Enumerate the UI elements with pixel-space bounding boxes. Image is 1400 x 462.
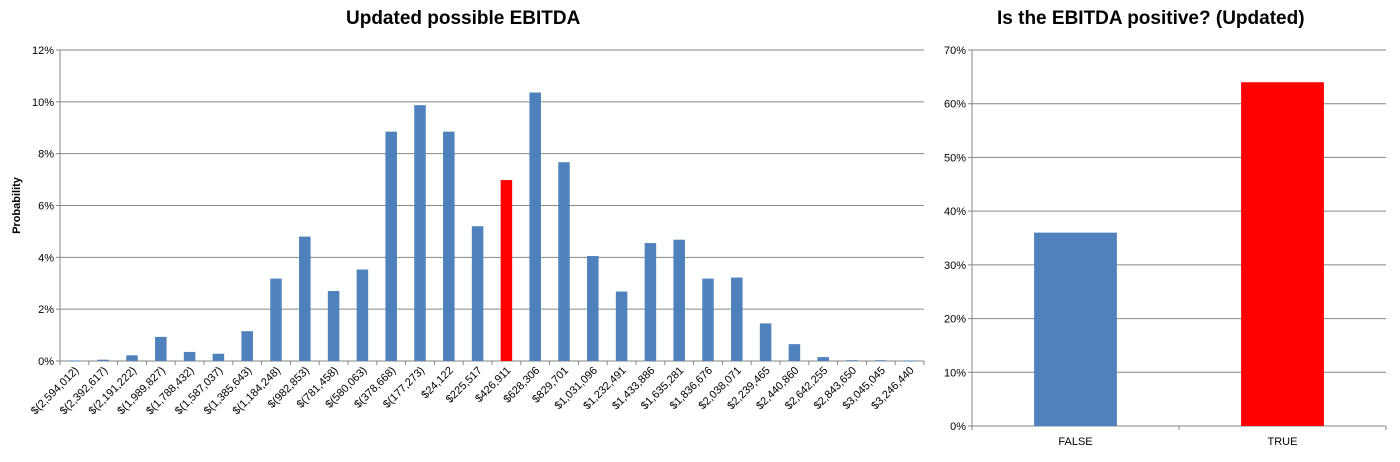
ebitda-positive-chart: Is the EBITDA positive? (Updated) 0% 10% 2… bbox=[930, 0, 1400, 462]
bar bbox=[414, 105, 426, 361]
bar bbox=[183, 351, 196, 361]
bar bbox=[788, 344, 801, 361]
bar bbox=[471, 226, 484, 361]
bar bbox=[68, 360, 81, 362]
bar bbox=[903, 360, 916, 362]
bar bbox=[759, 323, 772, 361]
bar bbox=[212, 353, 225, 361]
bar bbox=[327, 291, 340, 361]
y-axis-label: Probability bbox=[11, 176, 23, 234]
chart-title: Updated possible EBITDA bbox=[346, 8, 581, 29]
bar bbox=[1034, 232, 1117, 426]
bar bbox=[126, 355, 138, 361]
bar bbox=[443, 131, 455, 361]
bar bbox=[644, 243, 657, 361]
bar bbox=[155, 336, 167, 361]
bar bbox=[385, 131, 397, 361]
bar bbox=[702, 278, 714, 361]
y-tick-label: 10% bbox=[944, 367, 966, 379]
x-tick-label: FALSE bbox=[1058, 436, 1092, 448]
y-tick-label: 0% bbox=[950, 421, 966, 433]
y-tick-label: 2% bbox=[38, 304, 54, 316]
x-tick-label: TRUE bbox=[1268, 436, 1298, 448]
ebitda-distribution-plot: 0%2%4%6%8%10%12%$(2,594,012)$(2,392,617)… bbox=[11, 45, 925, 417]
y-tick-label: 20% bbox=[944, 314, 966, 326]
y-tick-label: 40% bbox=[944, 206, 966, 218]
bar bbox=[299, 236, 311, 361]
bar bbox=[529, 92, 541, 362]
y-tick-label: 60% bbox=[944, 99, 966, 111]
bar bbox=[270, 278, 282, 361]
y-tick-label: 12% bbox=[32, 45, 54, 57]
bar bbox=[356, 269, 369, 361]
y-tick-label: 30% bbox=[944, 260, 966, 272]
bar bbox=[587, 256, 599, 361]
ebitda-positive-plot: 0% 10% 20% 30% 40% 50% 60% 70% FALSE TRUE bbox=[944, 45, 1387, 448]
bar bbox=[241, 331, 253, 361]
bar bbox=[500, 180, 513, 361]
bar bbox=[875, 360, 887, 362]
chart-title: Is the EBITDA positive? (Updated) bbox=[997, 8, 1305, 29]
y-tick-label: 50% bbox=[944, 152, 966, 164]
bar bbox=[558, 162, 570, 361]
y-tick-label: 8% bbox=[38, 149, 54, 161]
bar bbox=[673, 239, 685, 361]
bar bbox=[817, 357, 829, 361]
y-tick-label: 6% bbox=[38, 201, 54, 213]
bar bbox=[846, 360, 858, 362]
bar bbox=[1241, 82, 1324, 426]
bar bbox=[97, 359, 109, 361]
bar bbox=[615, 291, 628, 361]
y-tick-label: 10% bbox=[32, 97, 54, 109]
bar bbox=[731, 277, 743, 361]
ebitda-distribution-chart: Updated possible EBITDA 0% 2% 4% 6% 8% 10% 12%… bbox=[11, 8, 925, 417]
y-tick-label: 4% bbox=[38, 252, 54, 264]
y-tick-label: 0% bbox=[38, 356, 54, 368]
y-tick-label: 70% bbox=[944, 45, 966, 57]
